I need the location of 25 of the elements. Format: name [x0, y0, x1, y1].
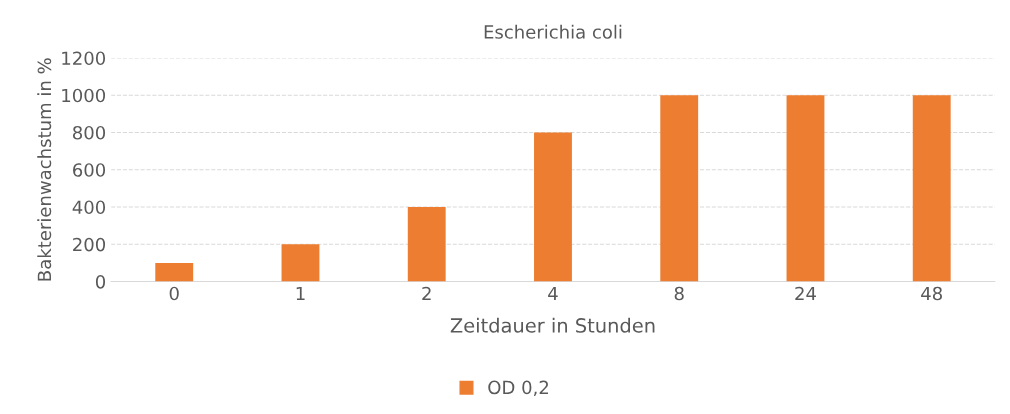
x-tick-label: 24 [795, 286, 816, 301]
legend-label: OD 0,2 [488, 380, 549, 397]
chart-title: Escherichia coli [484, 24, 622, 39]
bar [407, 207, 446, 282]
y-axis-title: Bakterienwachstum in % [37, 58, 52, 281]
x-tick-label: 4 [548, 286, 558, 301]
bar [912, 95, 951, 282]
x-tick-label: 2 [422, 286, 431, 301]
bar [281, 244, 320, 282]
x-tick-label: 0 [169, 286, 179, 301]
x-tick-label: 8 [674, 286, 684, 301]
bar [534, 132, 572, 282]
y-tick-label: 800 [73, 125, 106, 140]
y-tick-label: 0 [95, 274, 106, 289]
x-tick-label: 48 [921, 286, 942, 301]
x-axis-title: Zeitdauer in Stunden [450, 317, 655, 333]
y-tick-label: 200 [73, 237, 106, 252]
bar [155, 262, 194, 282]
y-tick-label: 600 [73, 163, 106, 177]
y-tick-label: 400 [72, 200, 106, 215]
x-tick-label: 1 [296, 286, 305, 301]
bar [786, 95, 825, 282]
y-tick-label: 1200 [62, 51, 106, 66]
bar [660, 95, 699, 282]
y-tick-label: 1000 [62, 88, 106, 103]
